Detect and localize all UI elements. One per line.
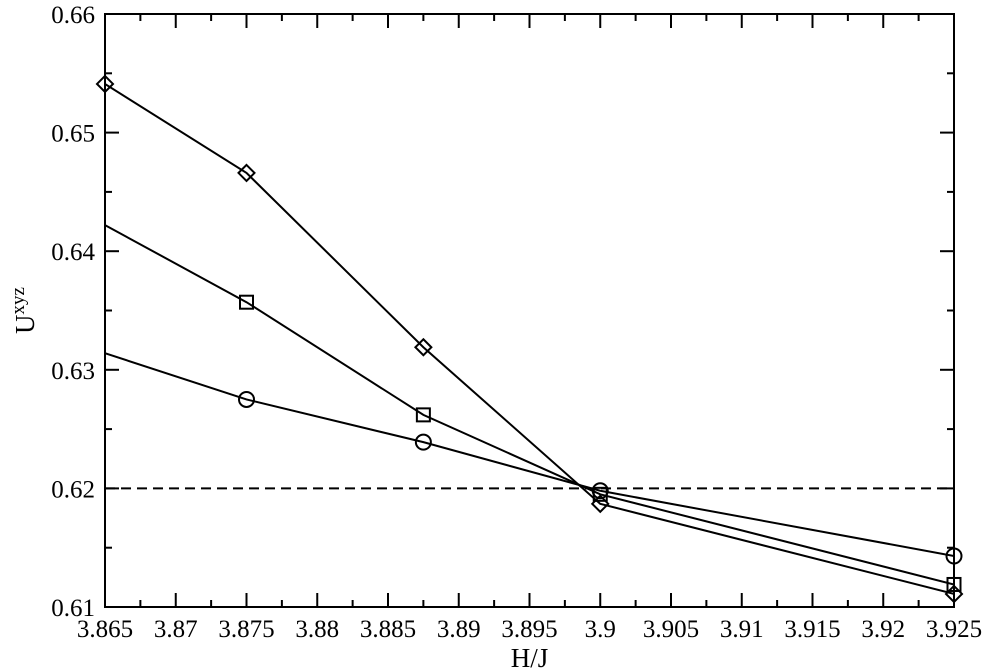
x-tick-label: 3.905 xyxy=(643,616,699,643)
y-tick-label: 0.66 xyxy=(51,2,95,29)
x-tick-label: 3.88 xyxy=(295,616,339,643)
data-point-diamond xyxy=(590,494,610,514)
x-tick-label: 3.92 xyxy=(861,616,905,643)
data-point-circle xyxy=(238,390,255,408)
ticks-layer xyxy=(104,13,955,608)
x-tick-label: 3.875 xyxy=(218,616,274,643)
x-tick-label: 3.885 xyxy=(360,616,416,643)
data-point-square xyxy=(415,407,431,423)
y-tick-label: 0.62 xyxy=(51,476,95,503)
y-axis-label-superscript: xyz xyxy=(8,287,29,314)
x-tick-label: 3.9 xyxy=(585,616,616,643)
x-tick-label: 3.865 xyxy=(77,616,133,643)
x-tick-label: 3.91 xyxy=(720,616,764,643)
data-point-diamond xyxy=(413,337,433,357)
y-tick-label: 0.65 xyxy=(51,121,95,148)
data-point-circle xyxy=(414,433,432,451)
data-point-square xyxy=(239,294,254,310)
tick-labels-layer: 3.865 3.87 3.875 3.88 3.885 3.89 3.895 3.9 3.905… xyxy=(51,2,982,643)
y-axis-label-main: U xyxy=(10,314,40,334)
x-tick-label: 3.895 xyxy=(501,616,557,643)
series-line-circle xyxy=(105,352,954,557)
y-tick-label: 0.64 xyxy=(51,239,95,266)
series-line-square xyxy=(105,224,954,586)
x-tick-label: 3.89 xyxy=(437,616,481,643)
x-tick-label: 3.87 xyxy=(154,616,198,643)
x-tick-label: 3.915 xyxy=(784,616,840,643)
x-axis-label: H/J xyxy=(511,643,549,671)
x-tick-label: 3.925 xyxy=(926,616,982,643)
data-point-square xyxy=(592,486,608,502)
series-layer xyxy=(95,74,964,604)
data-point-diamond xyxy=(237,163,256,183)
y-tick-label: 0.61 xyxy=(51,595,95,622)
series-line-diamond xyxy=(105,83,954,595)
y-axis-label: Uxyz xyxy=(8,287,40,334)
y-tick-label: 0.63 xyxy=(51,358,95,385)
